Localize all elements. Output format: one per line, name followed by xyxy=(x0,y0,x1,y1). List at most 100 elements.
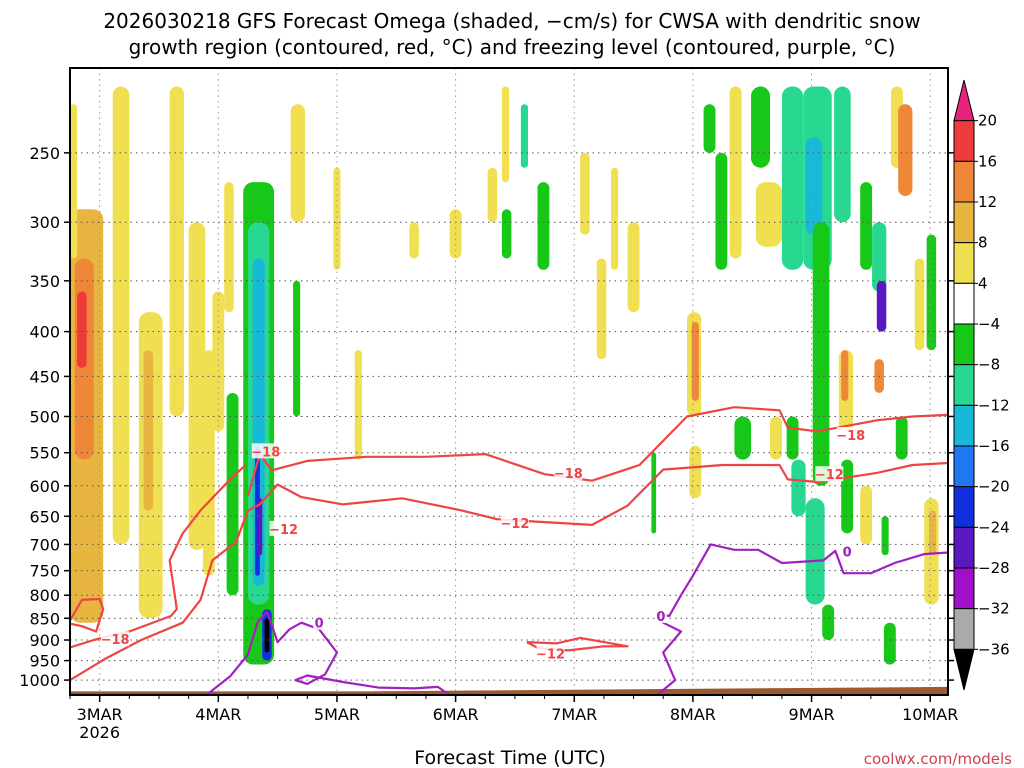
colorbar-label: −20 xyxy=(978,478,1010,496)
y-tick-label: 750 xyxy=(29,562,60,581)
omega-cell xyxy=(876,280,887,332)
contour-label: 0 xyxy=(843,545,852,560)
omega-cell xyxy=(596,258,607,360)
omega-cell xyxy=(805,137,823,235)
contour-lines: −18 −18 −18 −12 −12 −12 −18 −12 0 0 0 xyxy=(70,406,948,695)
x-tick-label: 8MAR xyxy=(670,705,716,724)
omega-cell xyxy=(224,182,234,313)
colorbar-swatch xyxy=(953,445,975,488)
colorbar-label: −32 xyxy=(978,600,1010,618)
omega-cell xyxy=(914,258,925,351)
contour-label: −12 xyxy=(269,523,298,538)
omega-cell xyxy=(77,291,87,368)
contour-label-bg xyxy=(836,427,865,443)
colorbar-swatch xyxy=(953,567,975,610)
colorbar-swatch xyxy=(953,364,975,406)
omega-cell xyxy=(580,152,590,235)
y-tick-label: 550 xyxy=(29,444,60,463)
colorbar-swatch xyxy=(953,242,975,284)
ground-fill xyxy=(70,686,948,695)
colorbar-swatch xyxy=(953,201,975,244)
x-tick-label: 10MAR xyxy=(902,705,958,724)
y-tick-label: 850 xyxy=(29,609,60,628)
omega-cell xyxy=(734,416,752,460)
x-tick-label: 3MAR xyxy=(77,705,123,724)
omega-cell xyxy=(627,222,640,313)
omega-cell xyxy=(487,167,498,223)
y-tick-label: 400 xyxy=(29,323,60,342)
y-tick-label: 1000 xyxy=(19,671,60,690)
omega-cell xyxy=(651,452,657,534)
colorbar-label: −36 xyxy=(978,640,1010,658)
omega-cell xyxy=(537,182,550,270)
omega-cell xyxy=(860,485,873,545)
omega-cell xyxy=(898,104,913,196)
x-tick-label: 5MAR xyxy=(314,705,360,724)
x-axis-label: Forecast Time (UTC) xyxy=(414,747,605,768)
omega-cell xyxy=(501,86,509,183)
colorbar-label: 12 xyxy=(978,193,997,211)
contour-label: 0 xyxy=(315,617,324,632)
y-tick-label: 900 xyxy=(29,631,60,650)
y-tick-label: 700 xyxy=(29,535,60,554)
omega-cell xyxy=(212,291,225,432)
omega-cell xyxy=(822,604,835,641)
colorbar-cap-bottom xyxy=(953,648,975,691)
omega-cell xyxy=(895,416,908,460)
omega-cell xyxy=(264,618,270,653)
omega-cell xyxy=(112,86,130,545)
title-line-2: growth region (contoured, red, °C) and f… xyxy=(129,35,896,59)
colorbar-label: −8 xyxy=(978,356,1000,374)
omega-cell xyxy=(841,350,849,401)
title-line-1: 2026030218 GFS Forecast Omega (shaded, −… xyxy=(103,9,920,33)
omega-cell xyxy=(791,459,806,517)
colorbar-label: −12 xyxy=(978,396,1010,414)
plot-frame xyxy=(69,67,949,696)
omega-cell xyxy=(354,350,362,460)
omega-cell xyxy=(781,86,804,270)
contour-label-bg xyxy=(554,464,583,480)
contour-label: −18 xyxy=(836,429,865,444)
colorbar-swatch xyxy=(953,120,975,162)
y-tick-label: 600 xyxy=(29,477,60,496)
omega-cell xyxy=(805,498,825,605)
omega-cell xyxy=(929,510,937,556)
omega-cell xyxy=(883,622,896,665)
omega-cell xyxy=(293,280,301,417)
omega-cell xyxy=(143,350,154,511)
omega-cell xyxy=(257,498,263,556)
colorbar-label: −24 xyxy=(978,518,1010,536)
colorbar-swatch xyxy=(953,160,975,203)
contour-label-bg xyxy=(841,543,854,559)
colorbar-label: 16 xyxy=(978,152,997,170)
omega-cell xyxy=(169,86,184,417)
y-tick-label: 500 xyxy=(29,407,60,426)
omega-cell xyxy=(611,167,619,270)
omega-cell xyxy=(860,182,873,270)
colorbar-label: −28 xyxy=(978,559,1010,577)
y-tick-label: 800 xyxy=(29,586,60,605)
contour-freezing-0-east xyxy=(656,543,948,695)
y-tick-label: 450 xyxy=(29,367,60,386)
colorbar: 20 16 12 8 4 −4 −8 −12 −16 −20 −24 −28 −32 −36 xyxy=(953,79,1010,691)
omega-cell xyxy=(409,222,419,259)
omega-cell xyxy=(703,104,716,153)
colorbar-label: 20 xyxy=(978,112,997,130)
colorbar-swatch xyxy=(953,608,975,650)
omega-cell xyxy=(226,392,239,596)
omega-cell xyxy=(755,182,782,247)
contour-label: −12 xyxy=(500,517,529,532)
omega-cell xyxy=(501,209,512,259)
x-tick-label: 9MAR xyxy=(789,705,835,724)
omega-cell xyxy=(202,350,215,576)
credit-label: coolwx.com/models xyxy=(864,750,1012,768)
contour-label: −18 xyxy=(101,633,130,648)
contour-label: −18 xyxy=(554,467,583,482)
grid-lines xyxy=(70,68,948,695)
omega-cell xyxy=(70,104,78,259)
y-tick-label: 950 xyxy=(29,652,60,671)
colorbar-swatch xyxy=(953,323,975,366)
contour-label-bg xyxy=(101,631,130,647)
